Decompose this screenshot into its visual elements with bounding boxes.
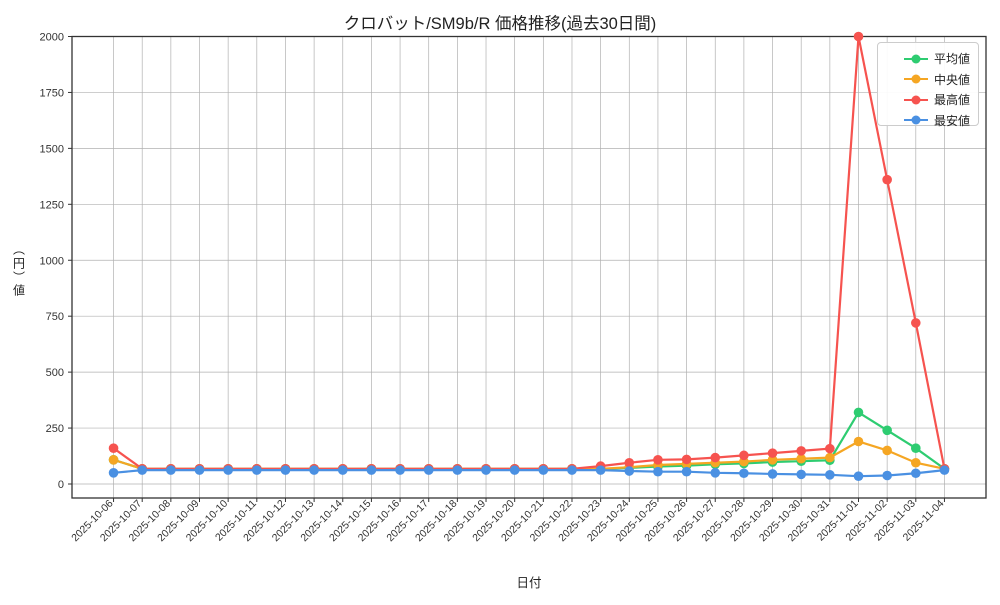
svg-text:500: 500 xyxy=(46,367,64,379)
svg-text:1000: 1000 xyxy=(40,255,64,267)
svg-text:1500: 1500 xyxy=(40,143,64,155)
svg-text:750: 750 xyxy=(46,311,64,323)
svg-text:250: 250 xyxy=(46,423,64,435)
svg-text:0: 0 xyxy=(58,479,64,491)
svg-text:1750: 1750 xyxy=(40,87,64,99)
svg-text:1250: 1250 xyxy=(40,199,64,211)
